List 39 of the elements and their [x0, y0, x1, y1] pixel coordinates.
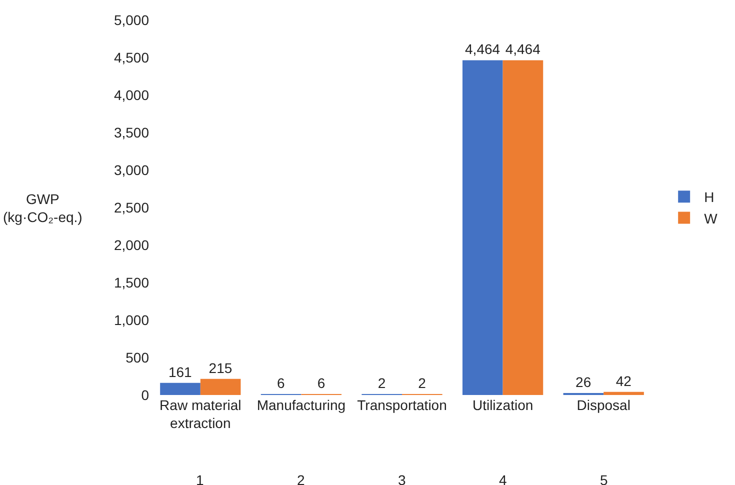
y-tick-label: 1,000	[114, 312, 150, 328]
data-label: 2	[418, 375, 426, 391]
text: 5	[600, 472, 608, 485]
y-tick-label: 5,000	[114, 12, 150, 28]
data-label: 6	[277, 375, 286, 391]
data-label: 42	[616, 372, 632, 389]
y-tick-label: 1,500	[114, 274, 150, 290]
data-label: 161	[168, 364, 192, 380]
bar	[160, 382, 200, 395]
y-tick-label: 0	[141, 386, 150, 403]
text: 1	[196, 472, 204, 485]
data-label: 26	[576, 374, 592, 390]
bar	[462, 60, 503, 395]
bar	[604, 392, 644, 395]
text: 3	[398, 472, 406, 485]
legend-label: W	[704, 210, 718, 226]
y-tick-label: 500	[126, 349, 150, 366]
y-tick-label: 3,500	[114, 124, 150, 140]
text: 4	[499, 472, 507, 485]
bar	[200, 378, 241, 395]
data-label: 4,464	[465, 41, 500, 58]
x-tick-label: Raw material extraction	[160, 397, 242, 432]
data-label: 2	[378, 375, 386, 391]
x-tick-label: Disposal	[576, 397, 630, 413]
data-label: 215	[208, 360, 232, 376]
x-tick-label: Utilization	[472, 397, 534, 413]
y-tick-label: 4,500	[114, 49, 150, 66]
x-tick-label: Manufacturing	[256, 397, 346, 413]
legend-label: H	[704, 189, 714, 206]
y-tick-label: 4,000	[114, 86, 150, 103]
data-label: 4,464	[505, 41, 541, 58]
y-axis-title: GWP (kg·CO₂-eq.)	[3, 191, 82, 226]
y-tick-label: 3,000	[114, 162, 150, 178]
x-tick-label: Transportation	[357, 397, 447, 413]
bar	[502, 60, 544, 395]
text: 2	[297, 472, 305, 485]
data-label: 6	[317, 375, 326, 391]
y-tick-label: 2,000	[114, 236, 150, 253]
y-tick-label: 2,500	[114, 199, 150, 216]
